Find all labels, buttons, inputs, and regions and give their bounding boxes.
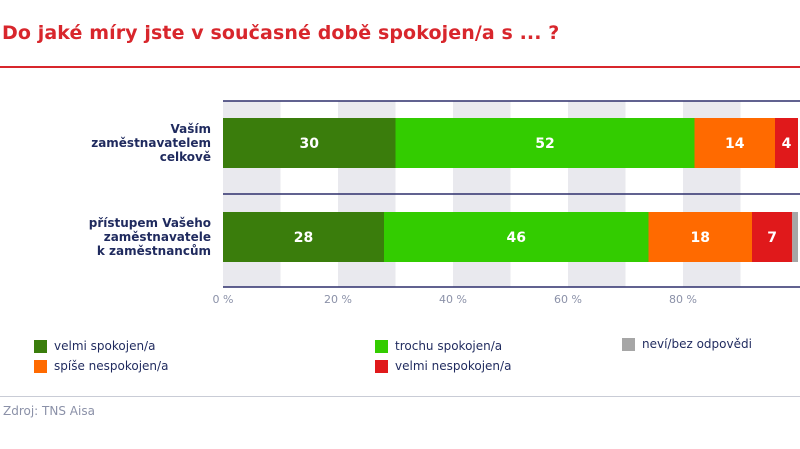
- bar-data-label: 46: [507, 230, 526, 246]
- category-label: přístupem Vašeho zaměstnavatele k zaměstna…: [89, 216, 211, 258]
- x-tick-label: 0 %: [213, 293, 234, 306]
- bar-segment: [648, 212, 752, 262]
- legend-item-velmi-nespokojen: velmi nespokojen/a: [375, 359, 511, 373]
- legend-swatch: [622, 337, 635, 351]
- legend-label: trochu spokojen/a: [395, 339, 503, 353]
- source-note: Zdroj: TNS Aisa: [3, 404, 95, 418]
- x-tick-label: 80 %: [669, 293, 697, 306]
- bar-data-label: 18: [691, 230, 710, 246]
- x-tick-label: 40 %: [439, 293, 467, 306]
- bar-segment: [223, 212, 384, 262]
- bar-data-label: 52: [535, 136, 554, 152]
- legend-label: spíše nespokojen/a: [54, 359, 169, 373]
- legend-swatch: [375, 339, 388, 353]
- bar-segment: [792, 212, 798, 262]
- bar-segment: [752, 212, 793, 262]
- legend-swatch: [34, 359, 47, 373]
- bar-data-label: 30: [300, 136, 320, 152]
- chart-title: Do jaké míry jste v současné době spokoj…: [2, 22, 560, 44]
- x-tick-label: 60 %: [554, 293, 582, 306]
- legend-item-nevi: neví/bez odpovědi: [622, 337, 752, 351]
- legend-item-velmi-spokojen: velmi spokojen/a: [34, 339, 155, 353]
- bar-data-label: 7: [767, 230, 777, 246]
- legend-label: neví/bez odpovědi: [642, 337, 752, 351]
- legend-item-trochu-spokojen: trochu spokojen/a: [375, 339, 502, 353]
- bar-segment: [384, 212, 649, 262]
- legend-swatch: [34, 339, 47, 353]
- legend-label: velmi nespokojen/a: [395, 359, 512, 373]
- bar-data-label: 4: [782, 136, 792, 152]
- legend-item-spise-nespokojen: spíše nespokojen/a: [34, 359, 168, 373]
- x-tick-label: 20 %: [324, 293, 352, 306]
- bar-data-label: 14: [725, 136, 745, 152]
- footer-divider: [0, 396, 800, 397]
- bar-segment: [694, 118, 775, 168]
- bar-segment: [775, 118, 798, 168]
- legend-swatch: [375, 359, 388, 373]
- bar-data-label: 28: [294, 230, 313, 246]
- title-divider: [0, 66, 800, 68]
- category-label: Vaším zaměstnavatelem celkově: [91, 122, 211, 164]
- legend-label: velmi spokojen/a: [54, 339, 156, 353]
- stacked-bar-chart: 30 52 14 4 Vaším zaměstnavatelem celkově 28 46 18…: [89, 100, 800, 306]
- bar-segment: [223, 118, 396, 168]
- bar-segment: [395, 118, 695, 168]
